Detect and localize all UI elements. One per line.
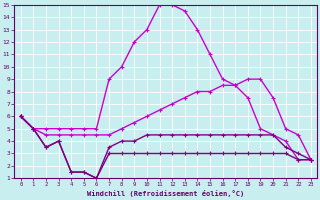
X-axis label: Windchill (Refroidissement éolien,°C): Windchill (Refroidissement éolien,°C) <box>87 190 244 197</box>
